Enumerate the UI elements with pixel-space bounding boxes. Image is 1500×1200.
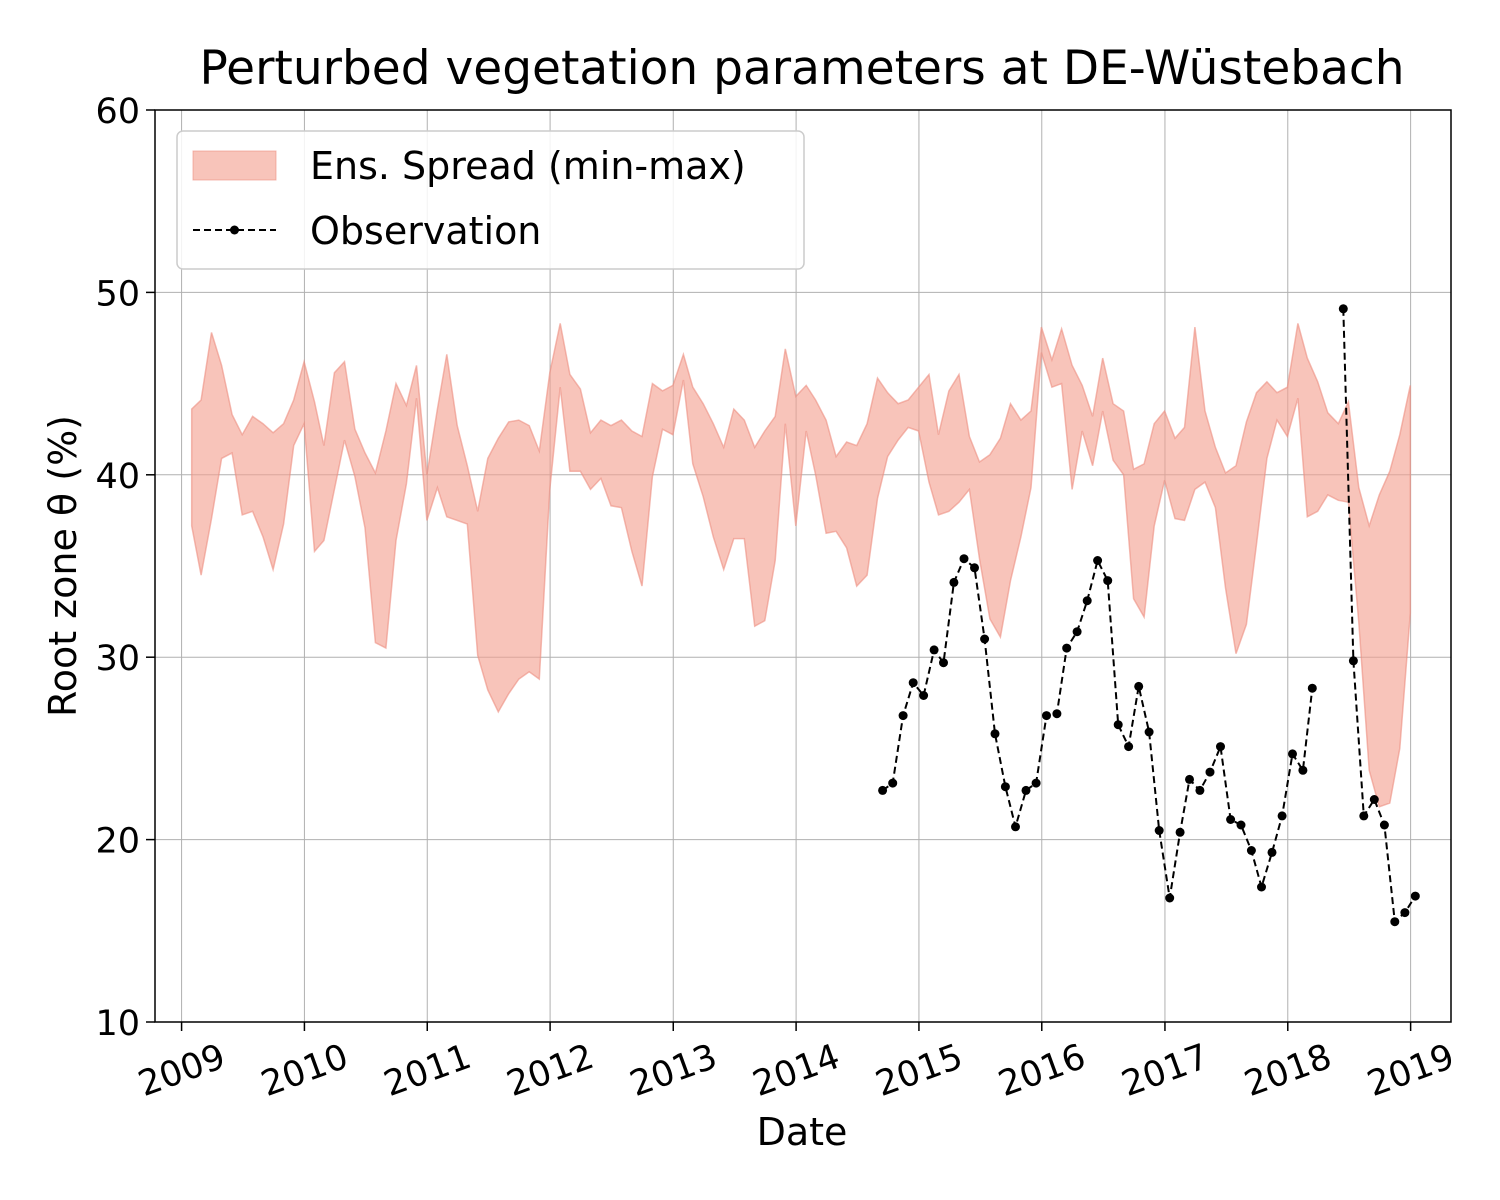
x-tick-label: 2010 — [256, 1037, 353, 1105]
observation-point — [919, 691, 929, 700]
observation-point — [1338, 304, 1348, 314]
y-tick-label: 40 — [95, 457, 140, 497]
observation-point — [1042, 711, 1051, 721]
plot-data — [190, 304, 1420, 927]
observation-point — [1072, 627, 1082, 637]
observation-point — [980, 634, 990, 644]
observation-point — [1400, 908, 1410, 918]
observation-point — [1246, 846, 1256, 855]
observation-point — [1082, 596, 1092, 606]
observation-point — [1113, 720, 1123, 730]
observation-point — [970, 563, 979, 573]
x-tick-label: 2015 — [871, 1037, 968, 1105]
x-tick-label: 2019 — [1362, 1037, 1459, 1105]
observation-point — [1144, 727, 1154, 737]
legend-label-ens-spread: Ens. Spread (min-max) — [310, 144, 746, 188]
observation-point — [1134, 681, 1144, 691]
observation-point — [1124, 742, 1134, 752]
observation-point — [1021, 785, 1031, 795]
y-axis-label: Root zone θ (%) — [41, 415, 85, 717]
x-tick-label: 2017 — [1117, 1037, 1214, 1105]
x-tick-label: 2011 — [379, 1037, 476, 1105]
observation-point — [1226, 815, 1236, 824]
x-tick-label: 2018 — [1239, 1037, 1336, 1105]
x-tick-label: 2014 — [748, 1037, 845, 1105]
observation-point — [1216, 742, 1225, 752]
x-tick-label: 2013 — [625, 1037, 722, 1105]
observation-point — [1062, 643, 1072, 653]
observation-point — [929, 645, 939, 655]
observation-point — [908, 678, 918, 688]
x-axis-label: Date — [757, 1110, 848, 1154]
plot-frame — [154, 109, 1452, 1023]
y-tick-label: 30 — [95, 639, 140, 679]
y-tick-label: 20 — [95, 822, 140, 862]
observation-point — [1052, 709, 1062, 719]
x-tick-label: 2016 — [993, 1037, 1090, 1105]
observation-point — [898, 711, 908, 721]
observation-point — [1103, 576, 1113, 586]
observation-point — [1379, 820, 1389, 830]
observation-point — [1298, 765, 1308, 775]
observation-point — [888, 778, 898, 788]
legend-label-observation: Observation — [310, 209, 541, 253]
y-tick-label: 50 — [95, 274, 140, 314]
x-tick-label: 2009 — [133, 1037, 230, 1105]
legend-frame — [176, 130, 805, 270]
observation-point — [949, 577, 959, 587]
y-tick-label: 60 — [95, 92, 140, 132]
legend-marker-observation — [230, 225, 239, 235]
x-tick-label: 2012 — [502, 1037, 599, 1105]
observation-point — [1348, 656, 1358, 666]
observation-point — [1011, 822, 1020, 832]
observation-point — [959, 554, 969, 564]
observation-point — [1175, 827, 1185, 837]
legend: Ens. Spread (min-max) Observation — [176, 130, 805, 270]
observation-point — [1185, 774, 1194, 784]
observation-point — [1257, 882, 1266, 892]
observation-point — [1307, 683, 1317, 693]
chart-title: Perturbed vegetation parameters at DE-Wü… — [200, 41, 1405, 96]
observation-point — [1205, 767, 1215, 777]
observation-point — [1000, 782, 1010, 792]
y-tick-label: 10 — [95, 1004, 140, 1044]
observation-point — [1410, 891, 1420, 901]
observation-point — [1369, 795, 1379, 804]
observation-point — [1267, 847, 1277, 857]
observation-point — [1288, 749, 1297, 759]
legend-swatch-ens-spread — [192, 150, 277, 181]
observation-point — [1359, 811, 1369, 821]
observation-point — [1093, 556, 1103, 565]
observation-point — [1195, 785, 1205, 795]
observation-point — [990, 729, 1000, 739]
ens-spread-band — [190, 323, 1412, 808]
observation-point — [878, 785, 888, 795]
observation-point — [939, 658, 948, 668]
observation-point — [1031, 778, 1041, 788]
observation-point — [1236, 820, 1246, 830]
observation-point — [1277, 811, 1287, 821]
observation-point — [1154, 826, 1164, 835]
observation-point — [1390, 917, 1400, 927]
observation-point — [1165, 893, 1175, 903]
